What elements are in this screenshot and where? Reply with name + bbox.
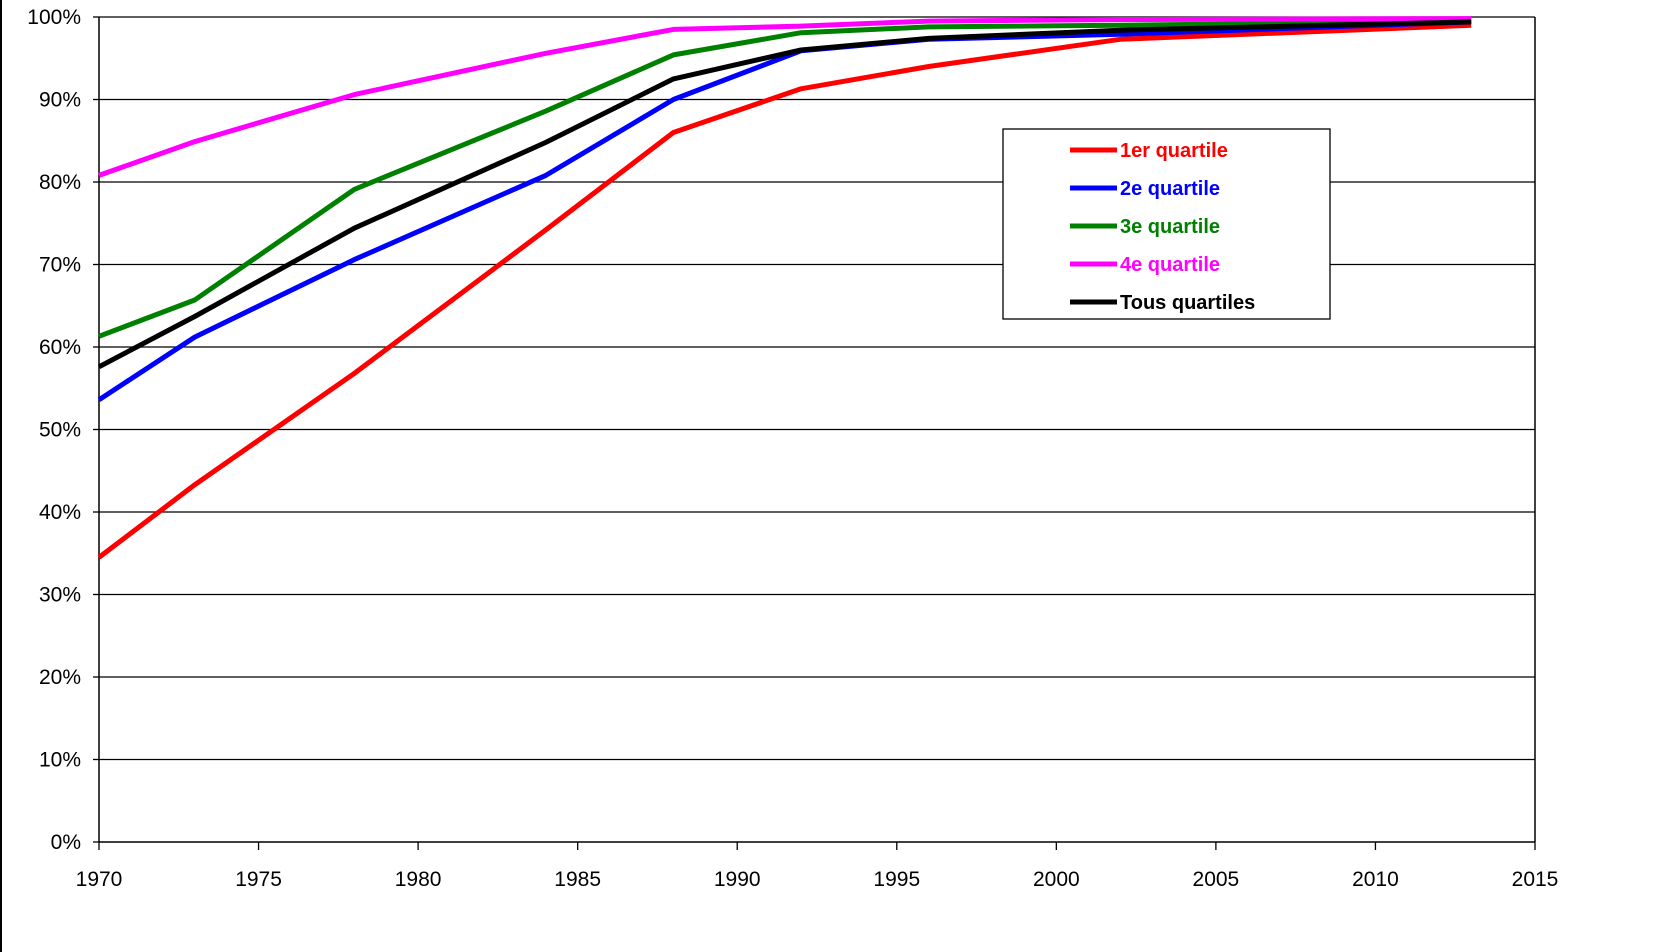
x-tick-label: 1990	[714, 868, 761, 891]
legend-box	[1002, 128, 1331, 320]
x-tick-label: 1995	[873, 868, 920, 891]
y-tick-label: 10%	[39, 749, 81, 772]
y-tick-label: 50%	[39, 419, 81, 442]
series-line-4	[98, 16, 1472, 178]
y-tick-label: 70%	[39, 254, 81, 277]
series-line-1	[97, 22, 1472, 560]
series-layer	[97, 16, 1472, 560]
legend-label-4: 4e quartile	[1120, 254, 1220, 276]
y-tick-label: 90%	[39, 89, 81, 112]
y-tick-label: 0%	[51, 831, 81, 854]
series-line-3	[98, 18, 1472, 339]
legend-label-3: 3e quartile	[1120, 216, 1220, 238]
x-tick-label: 2010	[1352, 868, 1399, 891]
x-tick-label: 2000	[1033, 868, 1080, 891]
y-tick-label: 30%	[39, 584, 81, 607]
x-tick-label: 1970	[76, 868, 123, 891]
y-tick-label: 40%	[39, 501, 81, 524]
x-tick-label: 1985	[554, 868, 601, 891]
x-tick-label: 1975	[235, 868, 282, 891]
axis-layer: 0% 10% 20% 30% 40% 50% 60% 70% 80% 90% 100% 1970 197…	[27, 6, 1558, 891]
x-tick-label: 2005	[1193, 868, 1240, 891]
legend: 1er quartile 2e quartile 3e quartile 4e qua…	[1002, 128, 1331, 320]
legend-label-2: 2e quartile	[1120, 178, 1220, 200]
legend-label-5: Tous quartiles	[1120, 292, 1255, 314]
x-tick-label: 1980	[395, 868, 442, 891]
y-tick-label: 100%	[27, 6, 81, 29]
x-tick-label: 2015	[1512, 868, 1559, 891]
series-line-2	[97, 19, 1472, 402]
y-tick-label: 80%	[39, 171, 81, 194]
series-line-5	[97, 19, 1472, 370]
y-tick-label: 20%	[39, 666, 81, 689]
legend-label-1: 1er quartile	[1120, 140, 1228, 162]
y-tick-label: 60%	[39, 336, 81, 359]
